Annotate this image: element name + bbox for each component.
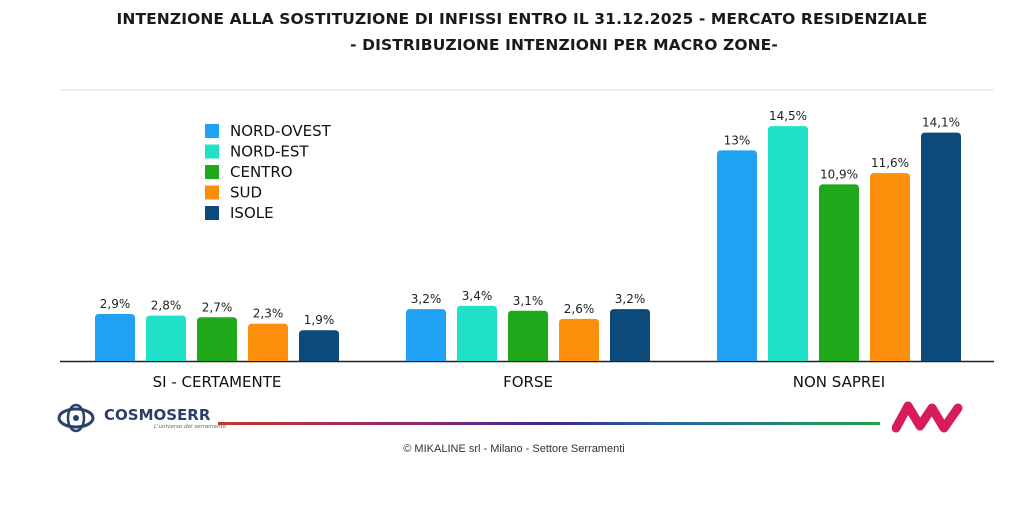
bar [870, 173, 910, 361]
bar [559, 318, 599, 361]
bar [299, 330, 339, 361]
footer-gradient-line [218, 422, 880, 425]
legend-label: CENTRO [230, 163, 293, 181]
mikaline-logo [891, 398, 968, 438]
bar [921, 132, 961, 361]
data-label: 11,6% [871, 156, 909, 170]
cosmoserr-emblem-icon [57, 403, 95, 433]
data-label: 14,5% [769, 109, 807, 123]
bar [768, 126, 808, 361]
footer-credit: © MIKALINE srl - Milano - Settore Serram… [403, 443, 625, 455]
data-label: 14,1% [922, 116, 960, 130]
x-tick-label: FORSE [503, 373, 553, 391]
legend-swatch [205, 144, 219, 159]
cosmoserr-logo: COSMOSERR L'universo del serramento [56, 402, 226, 438]
legend-label: SUD [230, 184, 262, 202]
bar [457, 305, 497, 361]
x-tick-label: NON SAPREI [793, 373, 885, 391]
bar [248, 323, 288, 361]
x-tick-label: SI - CERTAMENTE [153, 373, 282, 391]
data-label: 10,9% [820, 167, 858, 181]
data-label: 2,9% [100, 297, 131, 311]
cosmoserr-brand-text: COSMOSERR [104, 406, 211, 424]
data-label: 2,6% [564, 302, 595, 316]
data-label: 1,9% [304, 313, 335, 327]
data-label: 3,1% [513, 294, 544, 308]
bar [717, 150, 757, 361]
legend-swatch [205, 165, 219, 179]
bar [406, 309, 446, 361]
legend-label: ISOLE [230, 204, 274, 222]
data-label: 3,4% [462, 289, 493, 303]
bar [508, 310, 548, 361]
legend-swatch [205, 185, 219, 200]
data-label: 2,8% [151, 299, 182, 313]
chart-title: INTENZIONE ALLA SOSTITUZIONE DI INFISSI … [116, 10, 928, 28]
chart-subtitle: - DISTRIBUZIONE INTENZIONI PER MACRO ZON… [350, 36, 778, 54]
bar [197, 317, 237, 361]
data-label: 13% [724, 133, 751, 147]
legend-label: NORD-OVEST [230, 122, 332, 140]
legend-swatch [205, 124, 219, 138]
bar [146, 315, 186, 361]
legend-label: NORD-EST [230, 143, 309, 161]
bar [610, 309, 650, 361]
bar-chart: 2,9% 2,8% 2,7% 2,3% 1,9% SI - CERTAMENTE 3,2% 3… [60, 89, 994, 391]
bar [819, 184, 859, 361]
data-label: 3,2% [615, 292, 646, 306]
legend-swatch [205, 206, 219, 220]
mikaline-m-icon [891, 401, 963, 433]
bar [95, 314, 135, 361]
cosmoserr-tagline: L'universo del serramento [154, 424, 226, 430]
data-label: 2,7% [202, 300, 233, 314]
data-label: 2,3% [253, 307, 284, 321]
data-label: 3,2% [411, 292, 442, 306]
